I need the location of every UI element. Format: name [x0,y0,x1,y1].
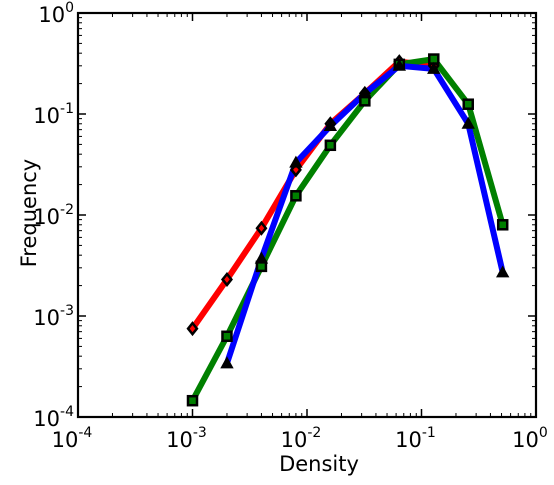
plot-frame [76,11,538,419]
x-tick-label: 10-4 [52,425,93,452]
series-1-point [220,271,233,287]
y-tick-label: 10-1 [33,101,74,128]
y-tick-label: 10-3 [33,303,74,330]
y-tick-label-exponent: -4 [60,404,74,420]
x-tick-label-exponent: -4 [78,425,92,441]
y-tick-label-base: 10 [33,306,60,330]
y-tick-label-exponent: 0 [65,0,74,16]
series-3-point [427,61,441,74]
x-tick-label-base: 10 [512,428,539,452]
y-tick-label-base: 10 [33,407,60,431]
series-2-point [324,139,337,152]
series-3-point [254,251,269,264]
x-tick-label-exponent: -1 [422,425,436,441]
y-tick-label: 10-2 [33,202,74,229]
y-tick-label-base: 10 [33,205,60,229]
series-1-point [289,162,302,178]
series-layer [186,53,510,407]
x-tick-label: 10-1 [395,425,436,452]
y-tick-label-exponent: -2 [60,202,74,218]
y-tick-label: 10-4 [33,404,74,431]
x-tick-label-base: 10 [52,428,79,452]
series-3-point [289,155,303,168]
x-tick-label: 100 [512,425,548,452]
x-tick-label-base: 10 [281,428,308,452]
series-1-point [186,321,199,337]
x-tick-label-exponent: -2 [307,425,321,441]
series-2-point [496,219,509,231]
series-2-point [221,330,233,343]
x-tick-label: 10-3 [166,425,207,452]
x-tick-label-exponent: 0 [539,425,548,441]
series-1-line [189,58,437,332]
series-3-point [358,86,372,99]
x-tick-label-base: 10 [166,428,193,452]
series-2-line [189,56,506,404]
x-tick-label-exponent: -3 [193,425,207,441]
series-1-point [255,220,268,236]
y-tick-label-exponent: -3 [60,303,74,319]
x-tick-label: 10-2 [281,425,322,452]
series-3-point [323,118,338,132]
series-3-point [392,58,407,71]
series-2-point [290,190,302,202]
x-tick-label-base: 10 [395,428,422,452]
series-3-point [461,116,475,129]
y-axis-label: Frequency [17,159,41,268]
series-2-point [186,394,199,407]
y-tick-label: 100 [38,0,74,27]
y-tick-label-base: 10 [33,104,60,128]
series-3-point [220,356,234,369]
y-tick-label-base: 10 [38,3,65,27]
y-tick-label-exponent: -1 [60,101,74,117]
x-axis-label: Density [279,452,359,476]
series-2-point [462,98,474,110]
series-3-point [496,265,510,278]
